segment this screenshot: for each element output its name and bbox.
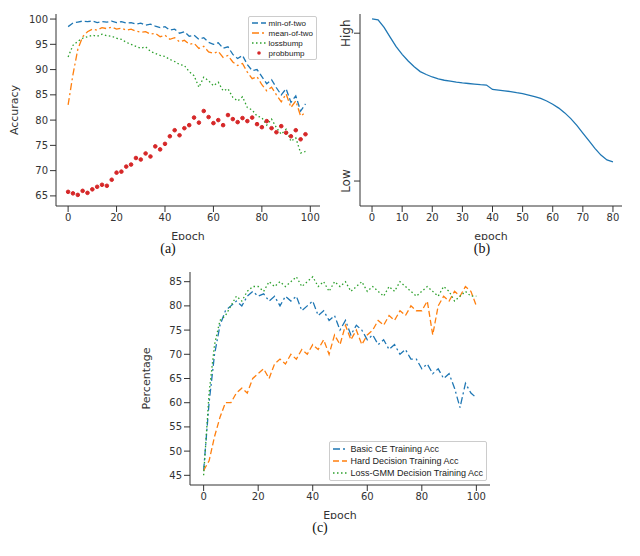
svg-text:40: 40 bbox=[486, 212, 499, 223]
svg-text:0: 0 bbox=[200, 491, 206, 502]
svg-text:30: 30 bbox=[456, 212, 469, 223]
svg-text:60: 60 bbox=[207, 212, 220, 223]
html-text:(b): (b) bbox=[473, 241, 491, 256]
svg-text:80: 80 bbox=[169, 300, 182, 311]
svg-text:45: 45 bbox=[169, 470, 182, 481]
html-text:Basic CE Training Acc: Basic CE Training Acc bbox=[350, 444, 439, 454]
svg-text:Percentage: Percentage bbox=[140, 347, 153, 409]
svg-text:60: 60 bbox=[546, 212, 559, 223]
svg-text:20: 20 bbox=[426, 212, 439, 223]
svg-text:Epoch: Epoch bbox=[323, 509, 357, 519]
svg-text:80: 80 bbox=[256, 212, 269, 223]
html-text:Loss-GMM Decision Training Acc: Loss-GMM Decision Training Acc bbox=[350, 468, 483, 478]
svg-text:80: 80 bbox=[35, 115, 48, 126]
svg-text:70: 70 bbox=[35, 165, 48, 176]
svg-text:epoch: epoch bbox=[474, 230, 508, 240]
svg-text:40: 40 bbox=[306, 491, 319, 502]
svg-text:Accuracy: Accuracy bbox=[8, 84, 21, 135]
svg-text:100: 100 bbox=[467, 491, 486, 502]
svg-text:100: 100 bbox=[301, 212, 320, 223]
html-text:probbump: probbump bbox=[268, 48, 305, 58]
svg-text:75: 75 bbox=[35, 140, 48, 151]
svg-text:85: 85 bbox=[169, 276, 182, 287]
svg-text:High: High bbox=[339, 19, 353, 47]
svg-text:95: 95 bbox=[35, 39, 48, 50]
svg-text:55: 55 bbox=[169, 421, 182, 432]
svg-text:90: 90 bbox=[35, 64, 48, 75]
svg-text:60: 60 bbox=[169, 397, 182, 408]
svg-text:75: 75 bbox=[169, 325, 182, 336]
html-text:lossbump: lossbump bbox=[268, 38, 303, 48]
svg-text:50: 50 bbox=[169, 446, 182, 457]
svg-text:100: 100 bbox=[29, 14, 48, 25]
svg-text:0: 0 bbox=[369, 212, 375, 223]
html-text:(a): (a) bbox=[160, 241, 176, 256]
svg-text:60: 60 bbox=[361, 491, 374, 502]
svg-text:65: 65 bbox=[169, 373, 182, 384]
svg-text:85: 85 bbox=[35, 89, 48, 100]
svg-text:80: 80 bbox=[415, 491, 428, 502]
svg-text:10: 10 bbox=[396, 212, 409, 223]
svg-text:70: 70 bbox=[169, 349, 182, 360]
svg-text:20: 20 bbox=[110, 212, 123, 223]
svg-text:40: 40 bbox=[159, 212, 172, 223]
html-text:(c): (c) bbox=[312, 520, 328, 535]
svg-text:Epoch: Epoch bbox=[171, 230, 205, 240]
svg-text:20: 20 bbox=[252, 491, 265, 502]
svg-text:70: 70 bbox=[576, 212, 589, 223]
svg-text:80: 80 bbox=[607, 212, 620, 223]
html-text:mean-of-two: mean-of-two bbox=[268, 28, 313, 38]
svg-text:50: 50 bbox=[516, 212, 529, 223]
svg-text:65: 65 bbox=[35, 190, 48, 201]
svg-text:Low: Low bbox=[339, 169, 353, 193]
html-text:min-of-two: min-of-two bbox=[268, 18, 306, 28]
html-text:Hard Decision Training Acc: Hard Decision Training Acc bbox=[350, 456, 459, 466]
svg-text:0: 0 bbox=[65, 212, 71, 223]
